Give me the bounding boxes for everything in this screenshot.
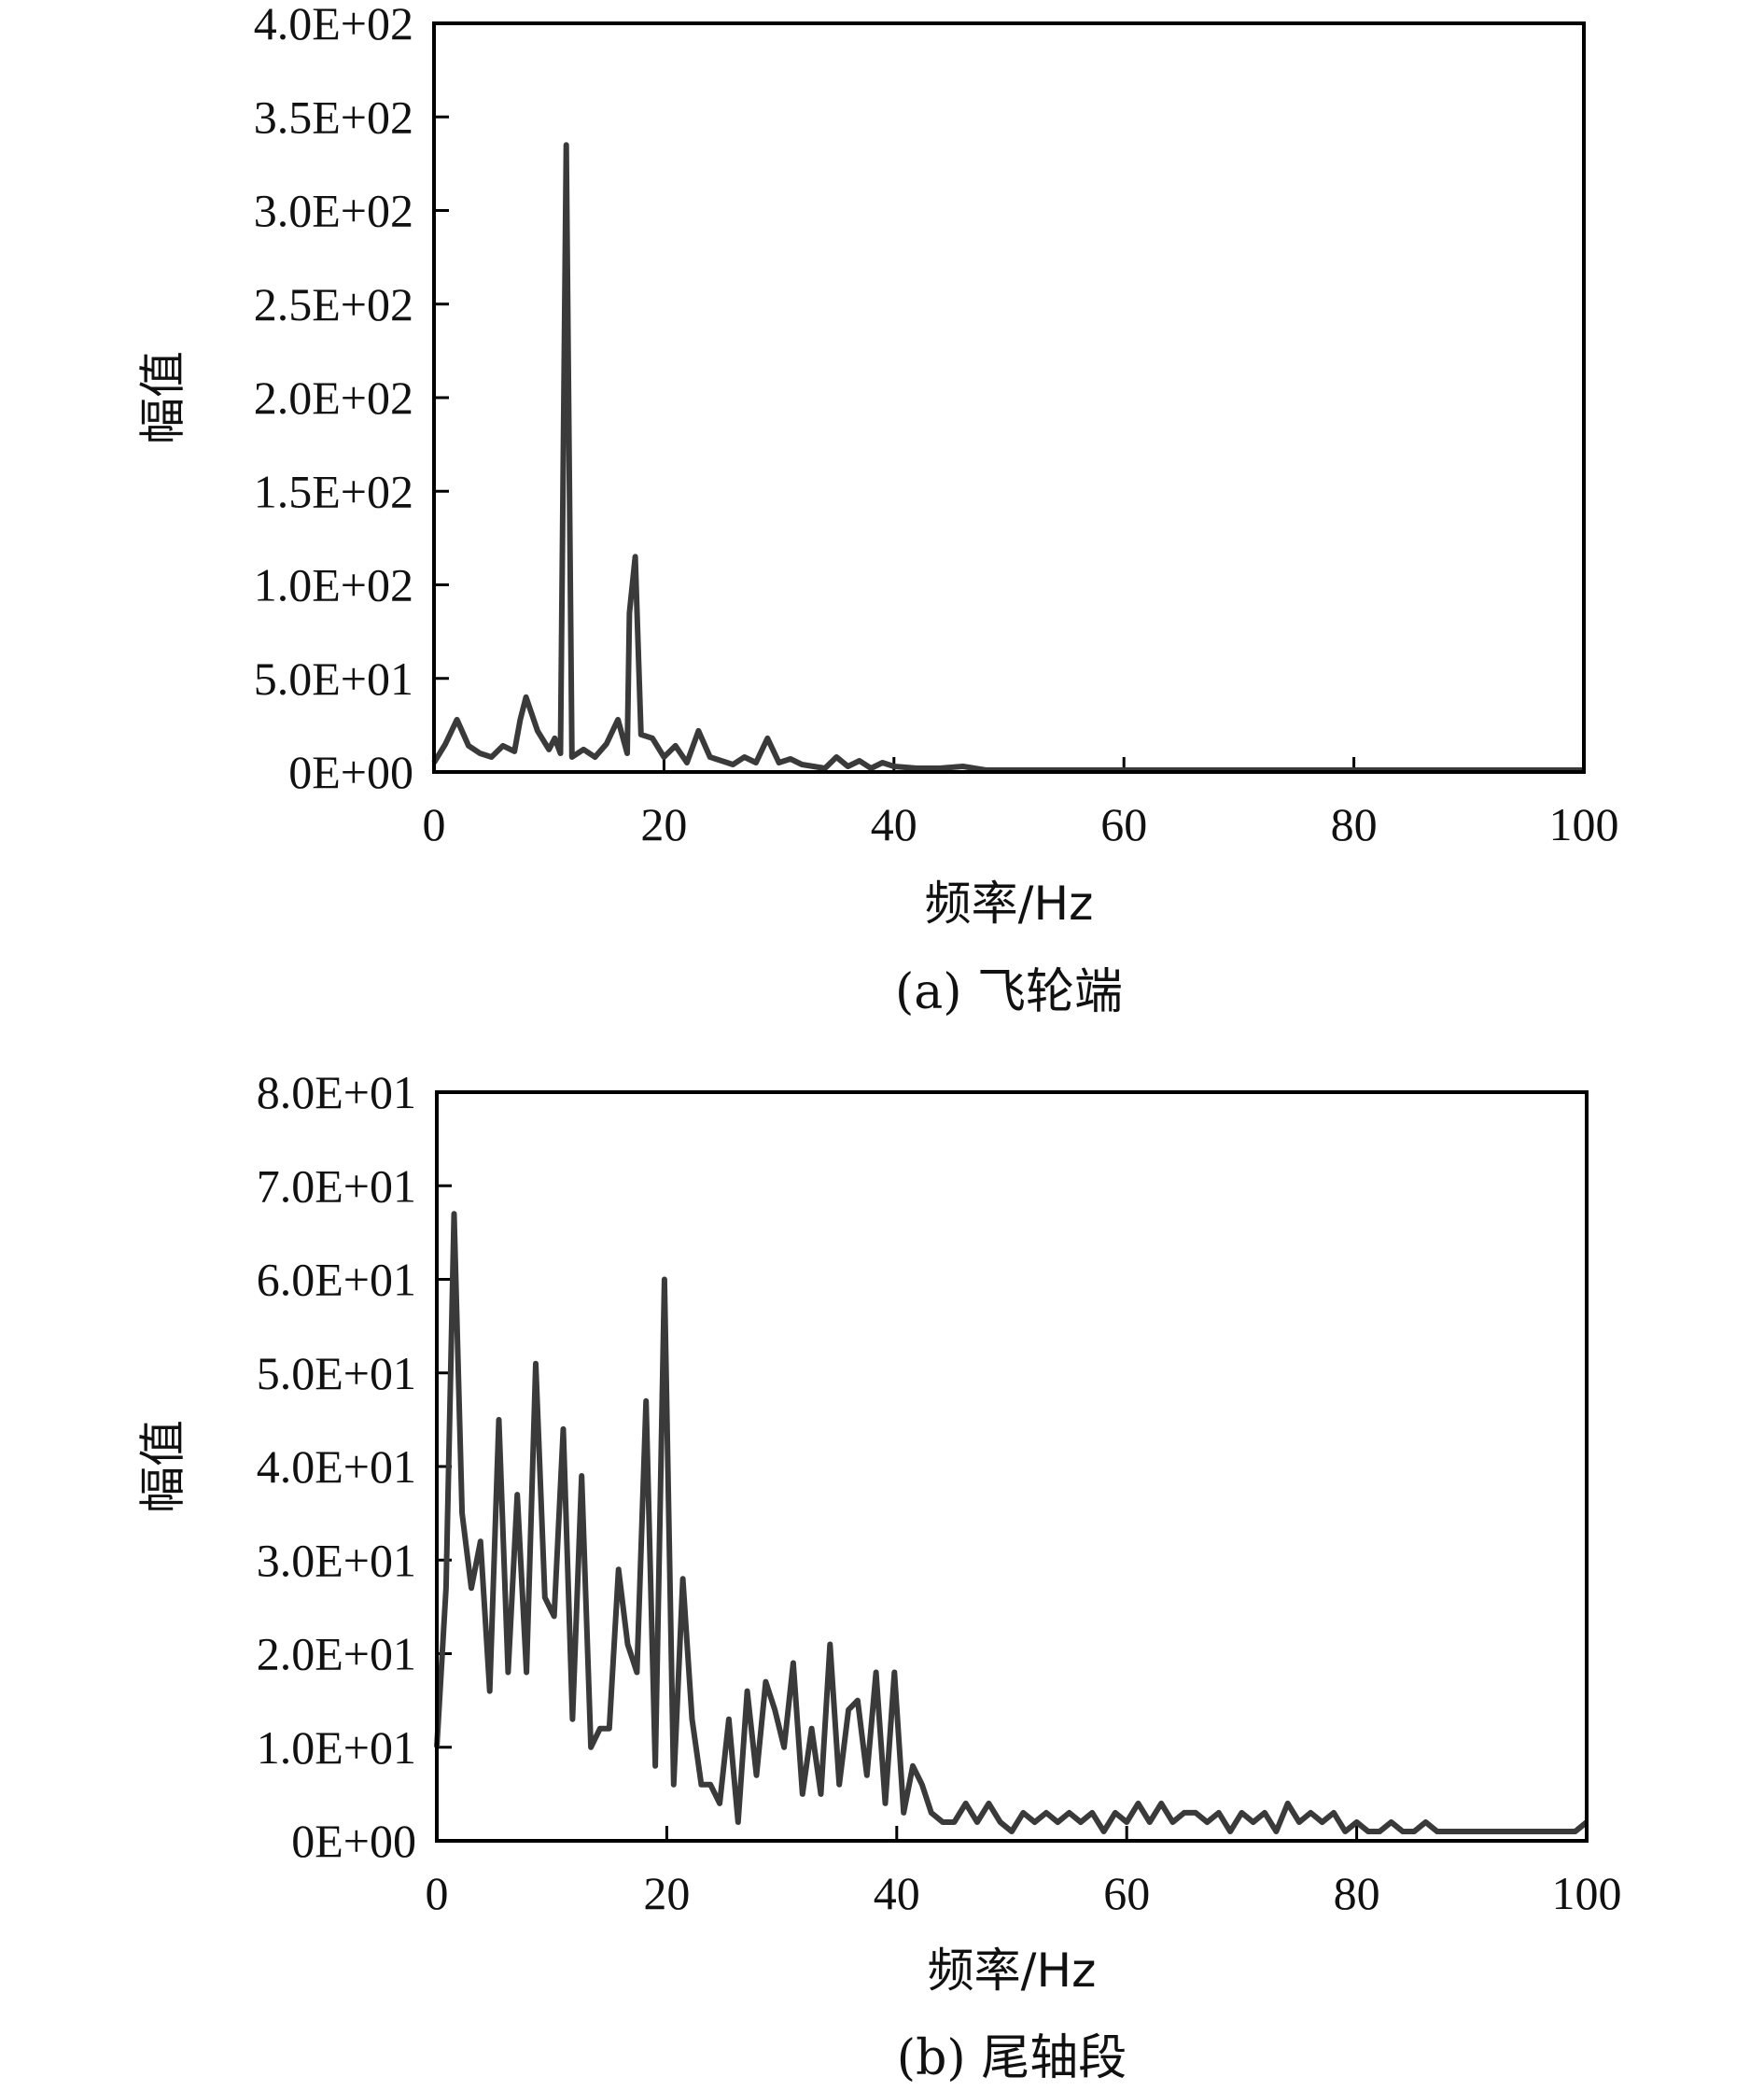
y-axis-title: 幅值 — [136, 351, 190, 444]
y-tick-label: 1.0E+01 — [257, 1721, 416, 1774]
y-tick-label: 4.0E+02 — [254, 0, 413, 49]
y-tick-label: 0E+00 — [288, 746, 413, 798]
x-ticks: 0 20 40 60 80 100 — [426, 1826, 1622, 1919]
y-tick-label: 4.0E+01 — [257, 1440, 416, 1493]
y-tick-label: 3.0E+01 — [257, 1534, 416, 1586]
spectrum-line-flywheel — [431, 142, 1584, 773]
x-axis-title: 频率/Hz — [925, 877, 1094, 931]
x-axis-title: 频率/Hz — [928, 1944, 1097, 1998]
y-tick-label: 1.5E+02 — [254, 465, 413, 517]
y-tick-label: 2.5E+02 — [254, 278, 413, 330]
x-tick-label: 40 — [874, 1867, 920, 1919]
x-tick-label: 0 — [426, 1867, 449, 1919]
x-tick-label: 40 — [871, 798, 917, 850]
panel-a: 0E+00 5.0E+01 1.0E+02 1.5E+02 2.0E+02 2.5E+02… — [136, 0, 1619, 1020]
y-tick-label: 6.0E+01 — [257, 1254, 416, 1306]
panel-caption: (b) 尾轴段 — [897, 2030, 1127, 2086]
panel-caption: (a) 飞轮端 — [895, 964, 1123, 1020]
x-tick-label: 100 — [1552, 1867, 1622, 1919]
x-tick-label: 60 — [1100, 798, 1147, 850]
plot-frame — [435, 1090, 1589, 1843]
y-ticks: 0E+00 5.0E+01 1.0E+02 1.5E+02 2.0E+02 2.5E+02… — [254, 0, 449, 798]
x-tick-label: 60 — [1103, 1867, 1150, 1919]
x-tick-label: 80 — [1334, 1867, 1380, 1919]
x-ticks: 0 20 40 60 80 100 — [423, 757, 1619, 850]
y-tick-label: 0E+00 — [291, 1815, 416, 1867]
y-tick-label: 2.0E+01 — [257, 1628, 416, 1680]
y-tick-label: 8.0E+01 — [257, 1066, 416, 1118]
x-tick-label: 20 — [643, 1867, 690, 1919]
x-tick-label: 100 — [1549, 798, 1619, 850]
y-tick-label: 3.0E+02 — [254, 185, 413, 237]
y-tick-label: 5.0E+01 — [254, 653, 413, 705]
y-tick-label: 7.0E+01 — [257, 1159, 416, 1212]
y-tick-label: 5.0E+01 — [257, 1347, 416, 1399]
panel-b: 0E+00 1.0E+01 2.0E+01 3.0E+01 4.0E+01 5.0E+01… — [136, 1066, 1622, 2086]
x-tick-label: 20 — [640, 798, 687, 850]
y-tick-label: 2.0E+02 — [254, 372, 413, 424]
y-ticks: 0E+00 1.0E+01 2.0E+01 3.0E+01 4.0E+01 5.0E+01… — [257, 1066, 452, 1867]
y-tick-label: 1.0E+02 — [254, 559, 413, 611]
spectrum-line-tailshaft — [434, 1211, 1589, 1834]
plot-frame — [432, 21, 1586, 774]
y-axis-title: 幅值 — [136, 1420, 190, 1513]
x-tick-label: 0 — [423, 798, 446, 850]
x-tick-label: 80 — [1331, 798, 1378, 850]
y-tick-label: 3.5E+02 — [254, 91, 413, 143]
